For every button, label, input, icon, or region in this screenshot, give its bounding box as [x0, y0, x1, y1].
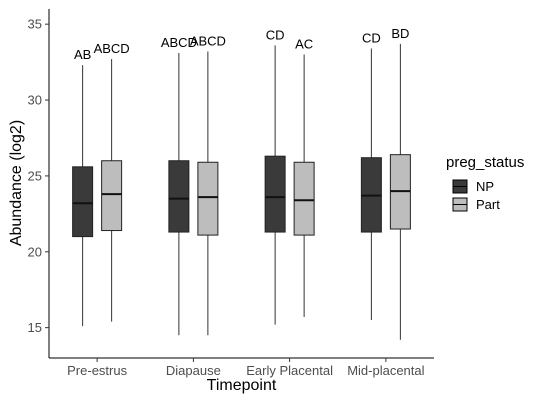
- box-part-2: AC: [293, 37, 315, 318]
- x-tick-label: Pre-estrus: [67, 363, 127, 378]
- y-tick-label: 30: [28, 93, 42, 108]
- x-tick-label: Mid-placental: [347, 363, 424, 378]
- y-tick-label: 35: [28, 17, 42, 32]
- significance-label: ABCD: [161, 35, 197, 50]
- box-np-1: ABCD: [161, 35, 197, 336]
- x-ticks: Pre-estrus Diapause Early Placental Mid-pla…: [67, 358, 425, 378]
- box-body: [293, 161, 315, 236]
- significance-label: ABCD: [190, 33, 226, 48]
- significance-label: BD: [391, 26, 409, 41]
- legend: preg_status NP Part: [446, 154, 524, 212]
- box-np-3: CD: [360, 30, 382, 321]
- y-tick-label: 15: [28, 320, 42, 335]
- box-body: [168, 160, 190, 233]
- significance-label: CD: [362, 30, 381, 45]
- y-ticks: 15 20 25 30 35: [28, 17, 49, 335]
- legend-label-part: Part: [476, 197, 500, 212]
- box-body: [72, 166, 94, 238]
- box-part-1: ABCD: [190, 33, 226, 336]
- x-axis-title: Timepoint: [207, 377, 277, 394]
- box-part-0: ABCD: [94, 41, 130, 322]
- x-tick-label: Diapause: [166, 363, 221, 378]
- legend-label-np: NP: [476, 179, 494, 194]
- y-tick-label: 20: [28, 244, 42, 259]
- significance-label: AB: [74, 47, 91, 62]
- y-axis-title: Abundance (log2): [8, 120, 25, 246]
- significance-label: AC: [295, 37, 313, 52]
- significance-label: CD: [266, 27, 285, 42]
- box-body: [264, 155, 286, 233]
- box-np-2: CD: [264, 27, 286, 325]
- x-tick-label: Early Placental: [246, 363, 333, 378]
- box-body: [101, 160, 123, 232]
- significance-label: ABCD: [94, 41, 130, 56]
- box-part-3: BD: [389, 26, 411, 340]
- y-tick-label: 25: [28, 168, 42, 183]
- box-np-0: AB: [72, 47, 94, 327]
- legend-title: preg_status: [446, 154, 524, 171]
- box-body: [197, 161, 219, 236]
